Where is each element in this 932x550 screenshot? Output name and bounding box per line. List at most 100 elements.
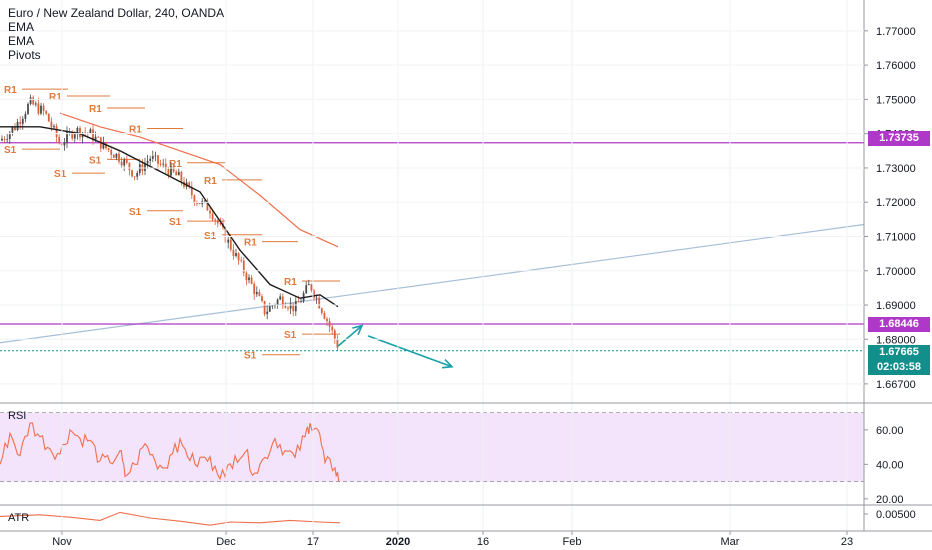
- candle-body: [289, 303, 292, 309]
- candle-body: [16, 121, 19, 130]
- candle-body: [323, 313, 326, 319]
- indicator-pivots[interactable]: Pivots: [8, 48, 41, 62]
- candle-body: [118, 153, 120, 162]
- candle-body: [58, 137, 61, 143]
- candle-body: [63, 142, 66, 146]
- candle-body: [261, 296, 263, 302]
- candle-body: [8, 132, 11, 139]
- candle-body: [128, 162, 131, 171]
- candle-body: [6, 138, 9, 140]
- candle-body: [196, 202, 198, 204]
- indicator-ema-fast[interactable]: EMA: [8, 20, 35, 34]
- candle-body: [1, 138, 3, 141]
- projection-arrow-line[interactable]: [337, 324, 363, 347]
- atr-axis-label: 0.00500: [876, 509, 916, 521]
- pivot-label-r1: R1: [244, 238, 257, 249]
- level-price-tag-lower: 1.68446: [868, 317, 930, 332]
- candle-body: [175, 171, 178, 176]
- chart-legend: Euro / New Zealand Dollar, 240, OANDA EM…: [8, 6, 224, 62]
- candle-body: [66, 131, 68, 143]
- pivot-label-s1: S1: [169, 217, 182, 228]
- pivot-label-r1: R1: [4, 85, 17, 96]
- candle-body: [310, 284, 313, 291]
- candle-body: [271, 305, 274, 307]
- candle-body: [328, 321, 331, 327]
- candle-body: [112, 154, 115, 158]
- price-axis-label: 1.73000: [876, 163, 916, 175]
- candle-body: [336, 338, 339, 348]
- pivot-label-s1: S1: [4, 145, 17, 156]
- pivot-label-r1: R1: [169, 159, 182, 170]
- candle-body: [198, 203, 201, 204]
- candle-body: [281, 296, 284, 307]
- price-axis-label: 1.71000: [876, 231, 916, 243]
- candle-body: [32, 97, 35, 105]
- candle-body: [279, 296, 282, 300]
- candle-body: [115, 153, 118, 158]
- candle-body: [331, 326, 334, 331]
- candle-body: [120, 161, 123, 166]
- atr-pane-label: ATR: [8, 512, 30, 524]
- time-axis-label: 23: [841, 536, 853, 548]
- candle-body: [164, 163, 167, 170]
- candle-body: [248, 277, 250, 281]
- candle-body: [263, 301, 266, 315]
- projection-arrow-line[interactable]: [367, 335, 453, 368]
- candle-body: [307, 284, 310, 286]
- time-axis-label: Mar: [721, 536, 740, 548]
- candle-body: [123, 159, 126, 166]
- price-axis-label: 1.66700: [876, 379, 916, 391]
- candle-body: [131, 170, 133, 177]
- atr-pane[interactable]: 0.00500: [0, 509, 916, 526]
- price-axis-label: 1.77000: [876, 26, 916, 38]
- candle-body: [102, 141, 105, 149]
- candle-body: [216, 220, 219, 224]
- candle-body: [167, 169, 170, 176]
- rsi-line[interactable]: [0, 422, 341, 483]
- atr-line[interactable]: [0, 511, 341, 526]
- candle-body: [162, 163, 165, 165]
- rsi-pane[interactable]: 60.00 40.00 20.00: [0, 412, 904, 506]
- time-axis-label: 17: [307, 536, 319, 548]
- candle-body: [53, 126, 55, 128]
- price-axis-label: 1.69000: [876, 300, 916, 312]
- candle-body: [19, 121, 22, 124]
- candle-body: [320, 308, 323, 314]
- indicator-ema-slow[interactable]: EMA: [8, 34, 35, 48]
- pivot-label-r1: R1: [129, 125, 142, 136]
- pivot-label-r1: R1: [204, 176, 217, 187]
- candle-body: [253, 283, 256, 295]
- candle-body: [219, 223, 222, 225]
- pivot-label-r1: R1: [89, 104, 102, 115]
- candle-body: [203, 200, 206, 202]
- candle-body: [235, 253, 237, 256]
- candle-body: [79, 127, 81, 138]
- candle-body: [29, 97, 32, 104]
- candle-body: [313, 290, 315, 299]
- candle-body: [305, 285, 308, 294]
- ema-fast-line[interactable]: [0, 126, 339, 308]
- candle-body: [94, 136, 97, 141]
- candle-body: [14, 127, 16, 130]
- level-price-tag-upper: 1.73735: [868, 131, 930, 146]
- candle-body: [50, 121, 53, 128]
- pivot-label-s1: S1: [89, 155, 102, 166]
- pivot-label-s1: S1: [54, 169, 67, 180]
- candle-body: [237, 253, 240, 261]
- candle-body: [188, 182, 191, 187]
- candle-body: [71, 132, 74, 139]
- candle-body: [151, 156, 154, 159]
- candle-body: [144, 163, 146, 171]
- candle-body: [242, 260, 245, 273]
- candle-body: [34, 103, 37, 105]
- ema-slow-line[interactable]: [59, 112, 339, 248]
- candle-body: [138, 164, 141, 174]
- trend-line[interactable]: [0, 223, 865, 344]
- pivot-label-s1: S1: [129, 207, 142, 218]
- candle-body: [284, 306, 287, 308]
- candle-body: [76, 127, 79, 134]
- candle-body: [315, 297, 318, 299]
- candle-body: [149, 158, 152, 161]
